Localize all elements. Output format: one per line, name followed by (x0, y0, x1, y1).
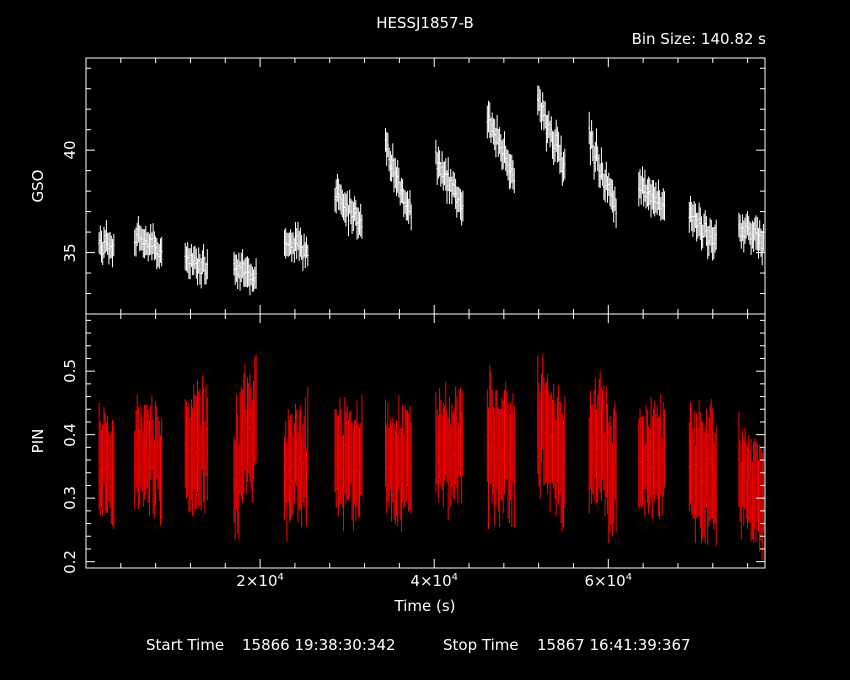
gso-axis-label: GSO (29, 169, 47, 203)
y-tick-label: 0.4 (61, 422, 79, 447)
bin-size-label: Bin Size: 140.82 s (631, 30, 766, 48)
y-tick-label: 0.2 (61, 549, 79, 574)
pin-axis-label: PIN (29, 428, 47, 454)
x-tick-label: 4×104 (410, 572, 458, 590)
gso-panel-frame (85, 57, 766, 315)
gso-panel-marks (98, 85, 765, 296)
stop-time-value: 15867 16:41:39:367 (537, 636, 691, 654)
pin-panel-marks (98, 354, 765, 560)
y-tick-label: 0.5 (61, 359, 79, 384)
stop-time-label: Stop Time (443, 636, 519, 654)
x-tick-label: 6×104 (584, 572, 633, 590)
chart-title: HESSJ1857-B (376, 14, 474, 32)
plot-axes (85, 57, 766, 569)
y-tick-label: 0.3 (61, 486, 79, 511)
start-time-label: Start Time (146, 636, 225, 654)
y-tick-label: 40 (61, 140, 79, 160)
start-time-value: 15866 19:38:30:342 (242, 636, 396, 654)
x-tick-label: 2×104 (236, 572, 284, 590)
y-tick-label: 35 (61, 243, 79, 263)
x-axis-label: Time (s) (394, 597, 456, 615)
pin-panel-frame (85, 313, 766, 569)
